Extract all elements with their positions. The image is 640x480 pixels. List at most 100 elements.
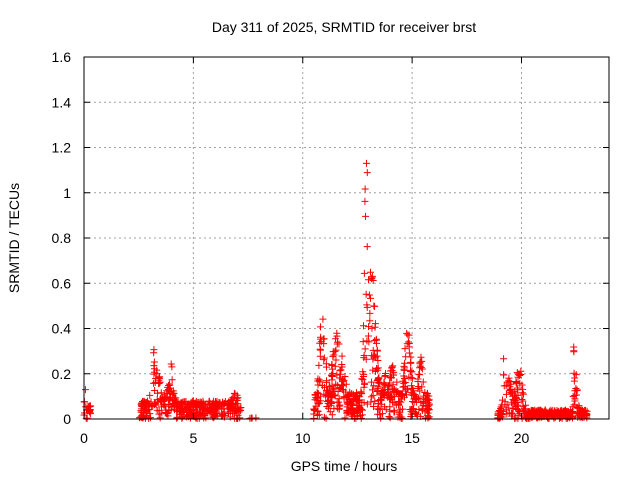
data-point [361,185,369,193]
x-tick-label: 0 [80,430,88,446]
data-point [366,294,374,302]
data-point [154,389,162,397]
data-point [571,397,579,405]
data-point [86,403,94,410]
data-point [387,374,395,382]
data-point [388,363,396,371]
data-point [156,414,164,422]
data-point [373,388,381,396]
data-point [144,406,152,414]
points-layer [80,159,591,422]
data-point [336,401,344,409]
data-point [335,340,343,348]
data-point [211,412,219,420]
data-point [368,324,376,332]
data-point [317,346,325,354]
data-point [316,339,324,347]
data-point [394,387,402,395]
data-point [325,382,333,390]
data-point [395,408,403,416]
data-point [317,338,325,346]
data-point [369,277,377,285]
data-point [373,365,381,373]
grid-layer [84,57,609,419]
data-point [317,323,325,331]
data-point [414,377,422,385]
data-point [315,361,323,369]
data-point [319,315,327,323]
data-point [162,408,170,416]
data-point [572,371,580,379]
data-point [411,395,419,403]
data-point [331,362,339,370]
data-point [167,360,175,368]
data-point [361,197,369,205]
data-point [409,389,417,397]
data-point [359,368,367,376]
data-point [225,401,233,409]
data-point [539,408,547,416]
data-point [332,356,340,364]
data-point [335,405,343,413]
data-point [506,409,514,417]
data-point [368,352,376,360]
data-point [418,405,426,413]
y-tick-label: 1.4 [52,94,72,110]
data-point [323,402,331,410]
data-point [363,337,371,345]
data-point [338,375,346,383]
data-point [407,353,415,361]
data-point [365,276,373,284]
x-tick-label: 20 [514,430,530,446]
data-point [320,356,328,364]
y-axis-label: SRMTID / TECUs [6,183,22,293]
data-point [370,402,378,410]
data-point [333,329,341,337]
data-point [322,386,330,394]
data-point [332,380,340,388]
data-point [315,411,323,419]
data-point [356,412,364,420]
data-point [151,401,159,409]
data-point [374,366,382,374]
data-point [377,414,385,422]
y-tick-label: 1.2 [52,140,72,156]
data-point [233,395,241,403]
data-point [146,391,154,399]
data-point [362,290,370,298]
y-tick-label: 0.6 [52,275,72,291]
data-point [329,348,337,356]
data-point [360,398,368,406]
data-point [381,381,389,389]
data-point [397,414,405,422]
data-point [168,363,176,371]
data-point [563,407,571,415]
data-point [509,392,517,400]
data-point [354,397,362,405]
data-point [408,368,416,376]
data-point [361,380,369,388]
data-point [152,375,160,383]
data-point [151,400,159,408]
data-point [420,400,428,408]
data-point [197,400,205,408]
x-tick-label: 10 [295,430,311,446]
data-point [369,346,377,354]
data-point [500,371,508,379]
data-point [345,399,353,407]
x-tick-label: 15 [404,430,420,446]
data-point [363,243,371,251]
data-point [572,391,580,399]
data-point [371,397,379,405]
data-point [224,409,232,417]
data-point [521,406,529,414]
data-point [395,400,403,408]
data-point [199,405,207,413]
data-point [501,401,509,409]
data-point [400,372,408,380]
data-point [506,383,514,391]
data-point [405,349,413,357]
x-axis-label: GPS time / hours [291,458,398,474]
data-point [416,362,424,370]
data-point [153,406,161,414]
